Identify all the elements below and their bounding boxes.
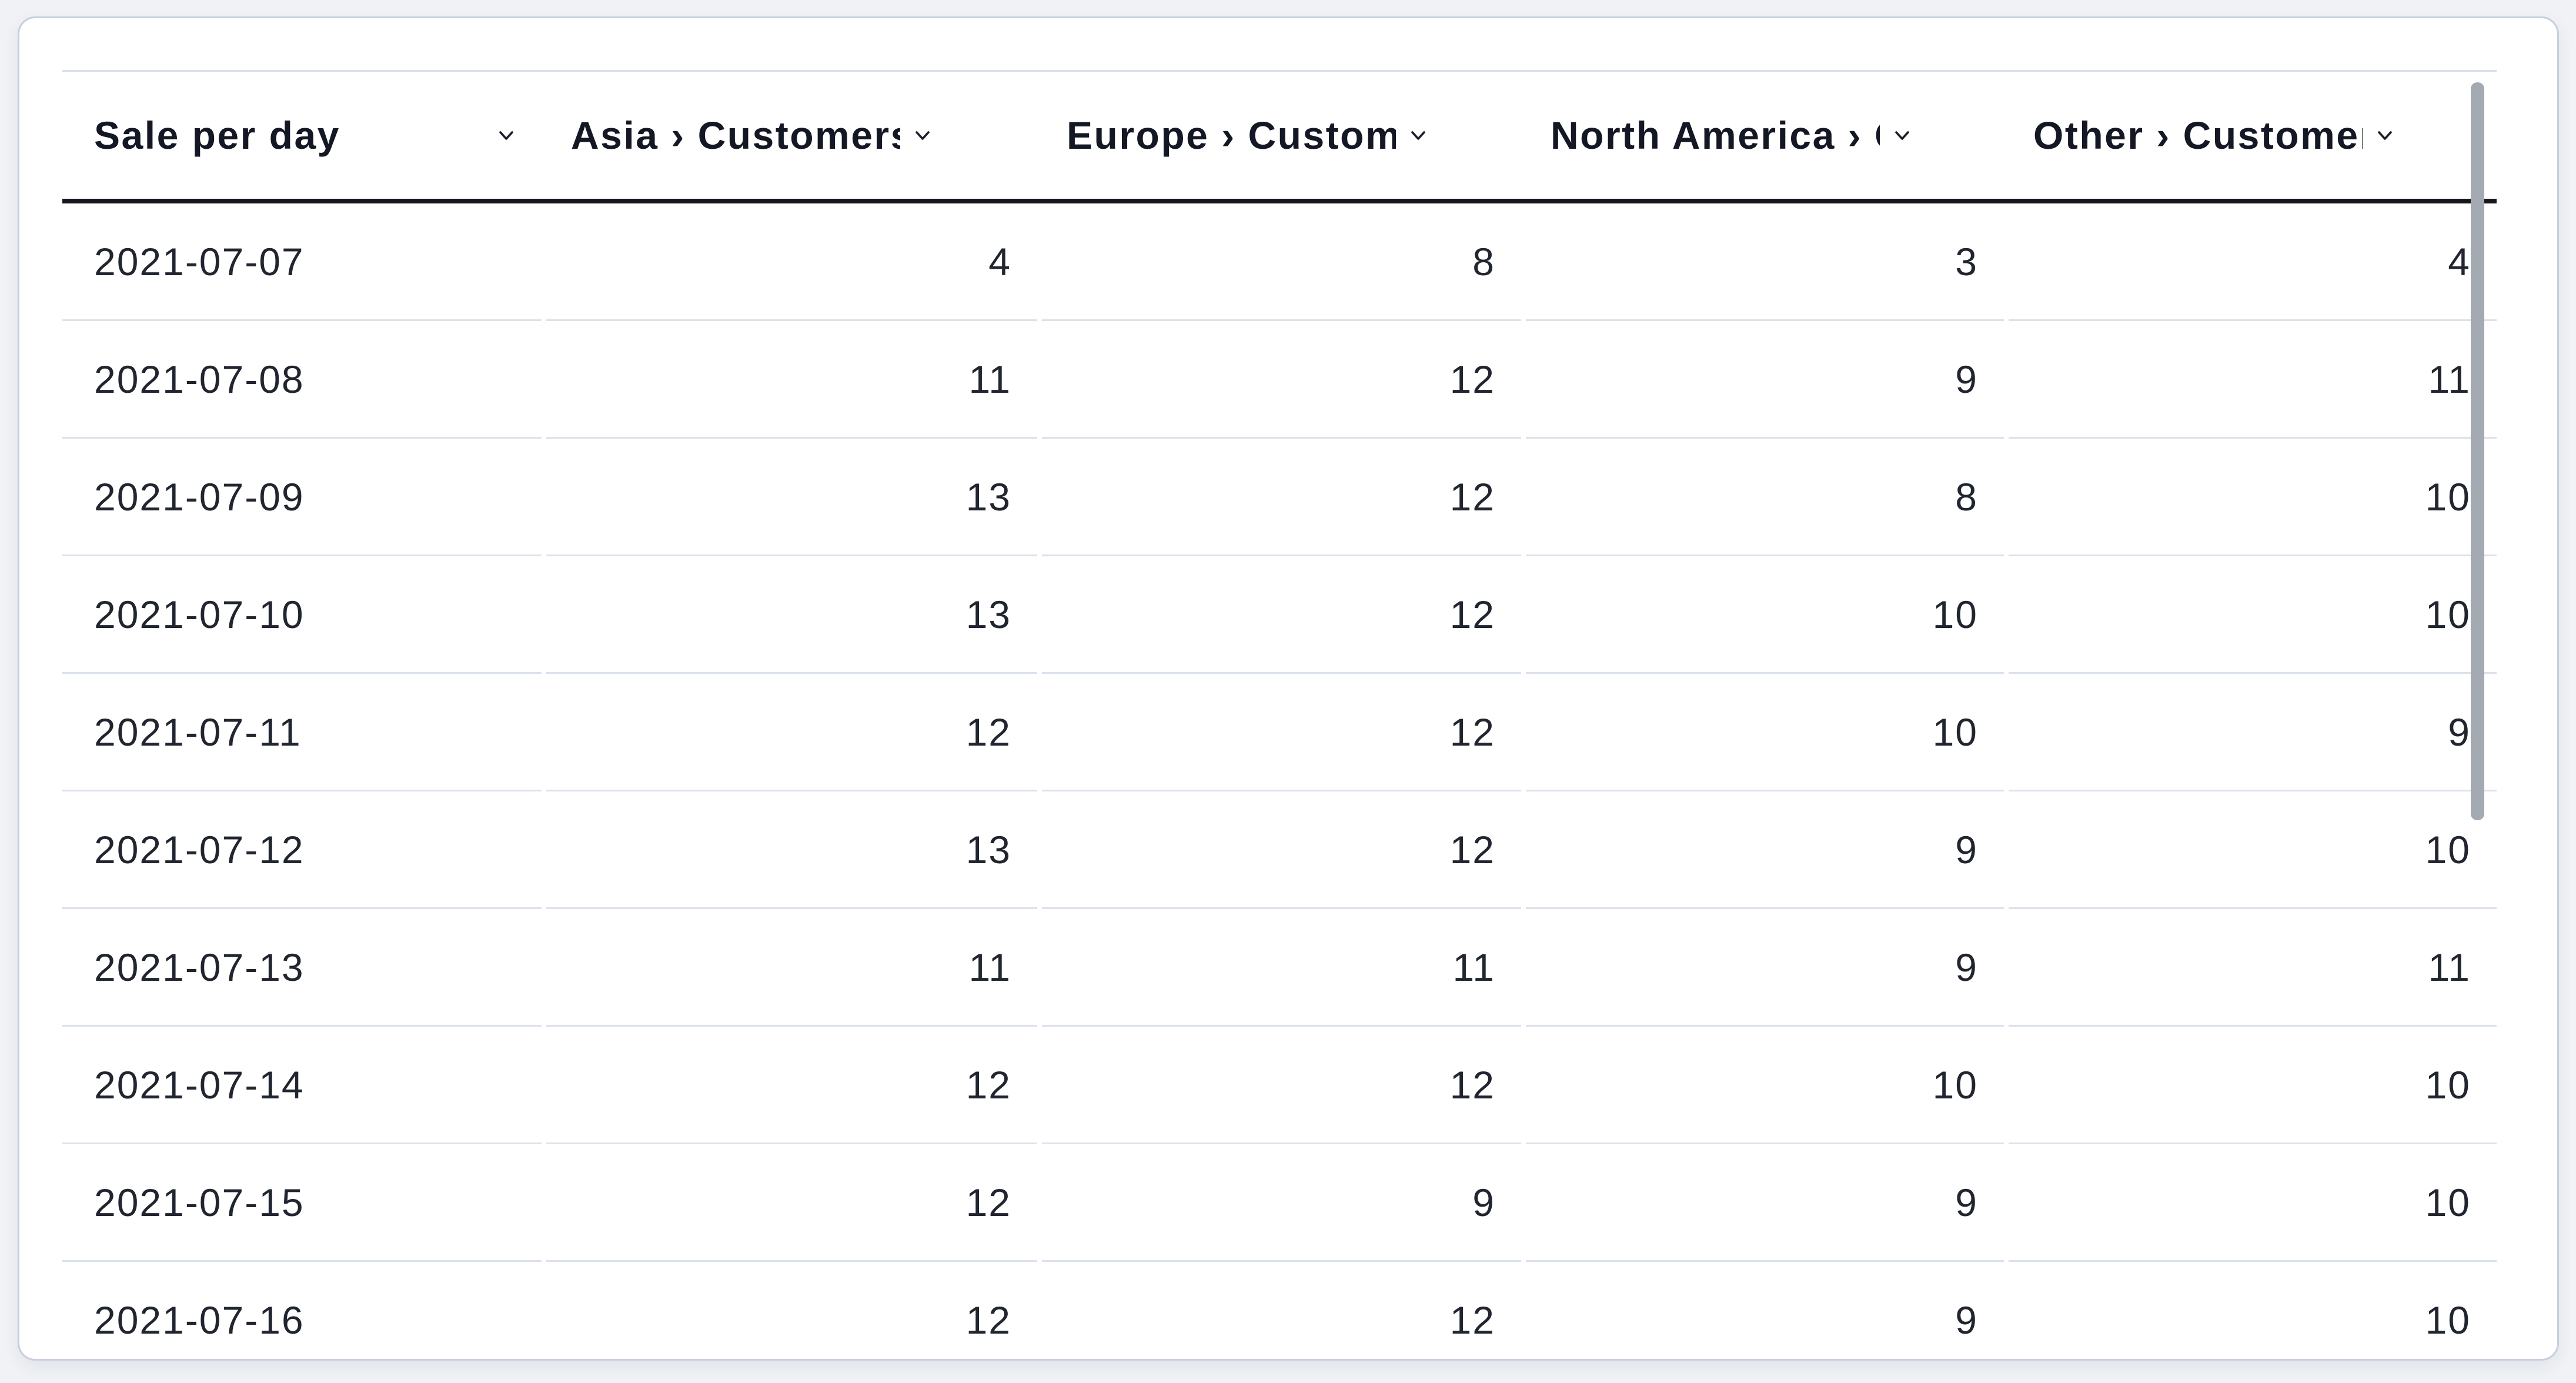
date-cell: 2021-07-09 bbox=[62, 439, 542, 556]
value-cell: 11 bbox=[2009, 321, 2497, 439]
value-cell: 10 bbox=[2009, 791, 2497, 909]
value-cell: 11 bbox=[1042, 909, 1521, 1027]
date-cell: 2021-07-15 bbox=[62, 1144, 542, 1262]
table-row: 2021-07-15 12 9 9 10 bbox=[62, 1144, 2497, 1262]
value-cell: 12 bbox=[1042, 674, 1521, 791]
vertical-scrollbar-thumb[interactable] bbox=[2471, 82, 2484, 820]
value-cell: 8 bbox=[1526, 439, 2004, 556]
value-cell: 9 bbox=[1526, 321, 2004, 439]
value-cell: 9 bbox=[1042, 1144, 1521, 1262]
table-row: 2021-07-12 13 12 9 10 bbox=[62, 791, 2497, 909]
value-cell: 13 bbox=[546, 556, 1037, 674]
value-cell: 12 bbox=[546, 1262, 1037, 1359]
table-row: 2021-07-07 4 8 3 4 bbox=[62, 203, 2497, 321]
value-cell: 10 bbox=[1526, 556, 2004, 674]
value-cell: 8 bbox=[1042, 203, 1521, 321]
value-cell: 12 bbox=[546, 674, 1037, 791]
table-row: 2021-07-16 12 12 9 10 bbox=[62, 1262, 2497, 1359]
value-cell: 10 bbox=[2009, 1027, 2497, 1144]
value-cell: 12 bbox=[546, 1144, 1037, 1262]
table-scroll-viewport[interactable]: Sale per day Asia › Customers Europe › Cus… bbox=[62, 70, 2497, 1359]
date-cell: 2021-07-07 bbox=[62, 203, 542, 321]
data-table: Sale per day Asia › Customers Europe › Cus… bbox=[62, 70, 2497, 1359]
value-cell: 4 bbox=[546, 203, 1037, 321]
value-cell: 12 bbox=[1042, 556, 1521, 674]
table-row: 2021-07-14 12 12 10 10 bbox=[62, 1027, 2497, 1144]
value-cell: 10 bbox=[2009, 439, 2497, 556]
value-cell: 12 bbox=[1042, 791, 1521, 909]
table-body: 2021-07-07 4 8 3 4 2021-07-08 11 12 9 11 2021-07-0… bbox=[62, 203, 2497, 1359]
value-cell: 9 bbox=[2009, 674, 2497, 791]
table-header-row: Sale per day Asia › Customers Europe › Cus… bbox=[62, 70, 2497, 203]
column-header-label: Asia › Customers bbox=[571, 113, 900, 157]
column-header[interactable]: Other › Customers bbox=[2009, 72, 2497, 199]
value-cell: 10 bbox=[2009, 1262, 2497, 1359]
column-header[interactable]: Sale per day bbox=[62, 72, 542, 199]
column-header-label: Other › Customers bbox=[2033, 113, 2363, 157]
value-cell: 12 bbox=[1042, 321, 1521, 439]
chevron-down-icon[interactable] bbox=[492, 121, 520, 149]
column-header[interactable]: Europe › Customers bbox=[1042, 72, 1521, 199]
date-cell: 2021-07-16 bbox=[62, 1262, 542, 1359]
value-cell: 13 bbox=[546, 791, 1037, 909]
chevron-down-icon[interactable] bbox=[908, 121, 937, 149]
value-cell: 13 bbox=[546, 439, 1037, 556]
table-row: 2021-07-08 11 12 9 11 bbox=[62, 321, 2497, 439]
value-cell: 11 bbox=[2009, 909, 2497, 1027]
value-cell: 11 bbox=[546, 321, 1037, 439]
date-cell: 2021-07-08 bbox=[62, 321, 542, 439]
value-cell: 10 bbox=[2009, 556, 2497, 674]
column-header-label: Europe › Customers bbox=[1067, 113, 1396, 157]
date-cell: 2021-07-12 bbox=[62, 791, 542, 909]
value-cell: 9 bbox=[1526, 1144, 2004, 1262]
chevron-down-icon[interactable] bbox=[1404, 121, 1432, 149]
column-header[interactable]: Asia › Customers bbox=[546, 72, 1037, 199]
table-row: 2021-07-13 11 11 9 11 bbox=[62, 909, 2497, 1027]
value-cell: 4 bbox=[2009, 203, 2497, 321]
value-cell: 11 bbox=[546, 909, 1037, 1027]
value-cell: 9 bbox=[1526, 909, 2004, 1027]
column-header-label: North America › Customers bbox=[1551, 113, 1880, 157]
value-cell: 10 bbox=[1526, 1027, 2004, 1144]
table-panel-card: Sale per day Asia › Customers Europe › Cus… bbox=[18, 16, 2559, 1361]
value-cell: 9 bbox=[1526, 1262, 2004, 1359]
table-row: 2021-07-11 12 12 10 9 bbox=[62, 674, 2497, 791]
date-cell: 2021-07-13 bbox=[62, 909, 542, 1027]
value-cell: 3 bbox=[1526, 203, 2004, 321]
table-row: 2021-07-10 13 12 10 10 bbox=[62, 556, 2497, 674]
table-row: 2021-07-09 13 12 8 10 bbox=[62, 439, 2497, 556]
chevron-down-icon[interactable] bbox=[2371, 121, 2399, 149]
value-cell: 12 bbox=[1042, 439, 1521, 556]
value-cell: 9 bbox=[1526, 791, 2004, 909]
column-header-label: Sale per day bbox=[94, 113, 340, 157]
date-cell: 2021-07-11 bbox=[62, 674, 542, 791]
date-cell: 2021-07-14 bbox=[62, 1027, 542, 1144]
value-cell: 10 bbox=[1526, 674, 2004, 791]
value-cell: 12 bbox=[1042, 1027, 1521, 1144]
value-cell: 10 bbox=[2009, 1144, 2497, 1262]
chevron-down-icon[interactable] bbox=[1888, 121, 1916, 149]
value-cell: 12 bbox=[546, 1027, 1037, 1144]
value-cell: 12 bbox=[1042, 1262, 1521, 1359]
date-cell: 2021-07-10 bbox=[62, 556, 542, 674]
column-header[interactable]: North America › Customers bbox=[1526, 72, 2004, 199]
